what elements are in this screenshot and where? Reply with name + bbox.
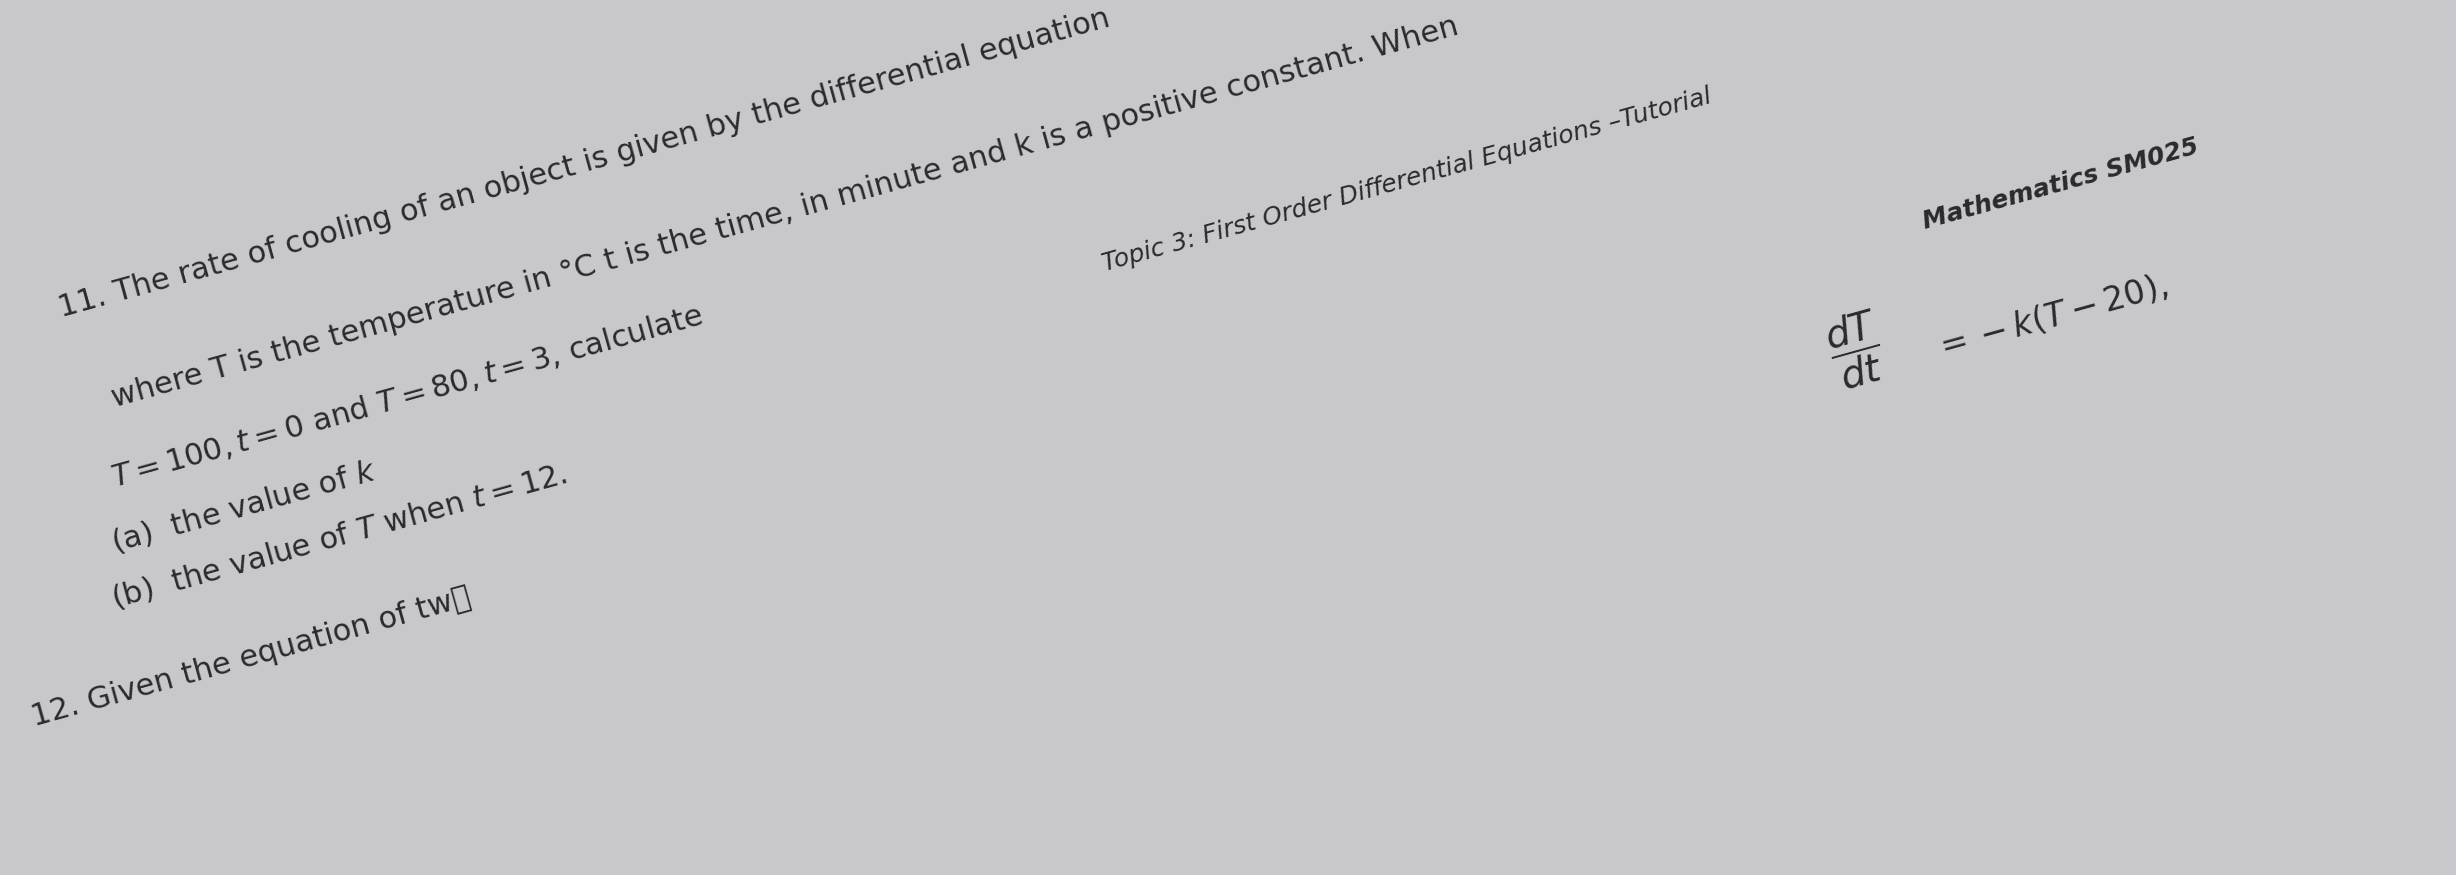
Text: $\dfrac{dT}{dt}$: $\dfrac{dT}{dt}$ — [1820, 305, 1891, 394]
Text: $T=100, t=0$ and $T=80, t=3$, calculate: $T=100, t=0$ and $T=80, t=3$, calculate — [108, 299, 707, 493]
Text: 12. Given the equation of tw๏: 12. Given the equation of tw๏ — [27, 582, 474, 732]
Text: Mathematics SM025: Mathematics SM025 — [1921, 135, 2201, 234]
Text: 11. The rate of cooling of an object is given by the differential equation: 11. The rate of cooling of an object is … — [54, 4, 1113, 323]
Text: (b)  the value of $T$ when $t=12$.: (b) the value of $T$ when $t=12$. — [108, 458, 570, 614]
Text: Topic 3: First Order Differential Equations –Tutorial: Topic 3: First Order Differential Equati… — [1100, 84, 1714, 276]
Text: $= -k(T-20),$: $= -k(T-20),$ — [1930, 269, 2171, 366]
Text: where T is the temperature in °C t is the time, in minute and k is a positive co: where T is the temperature in °C t is th… — [108, 11, 1461, 412]
Text: (a)  the value of $k$: (a) the value of $k$ — [108, 455, 381, 558]
